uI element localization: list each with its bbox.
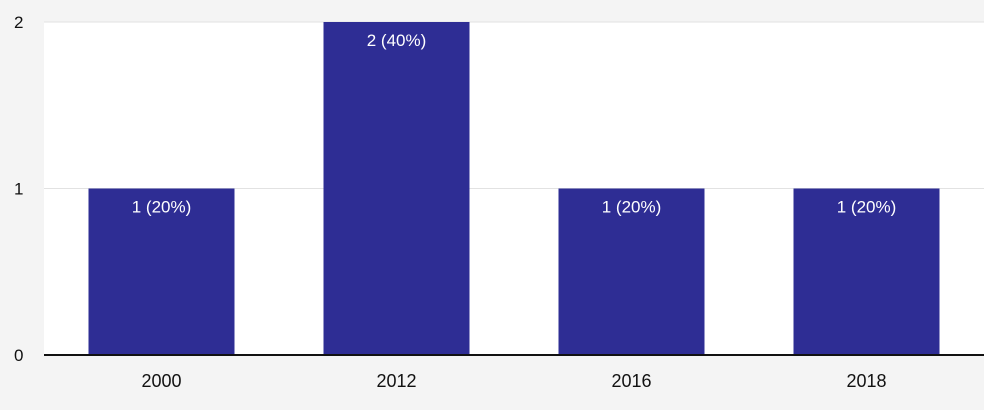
x-tick-label-2000: 2000 [141,371,181,391]
bar-2016 [558,188,705,355]
data-label-2000: 1 (20%) [132,198,192,217]
data-label-2012: 2 (40%) [367,31,427,50]
bar-2000 [88,188,235,355]
bars: 1 (20%) 2 (40%) 1 (20%) 1 (20%) [88,22,940,355]
y-axis-ticks: 0 1 2 [14,13,23,365]
x-tick-label-2012: 2012 [376,371,416,391]
bar-2018 [793,188,940,355]
x-tick-label-2016: 2016 [611,371,651,391]
x-tick-label-2018: 2018 [846,371,886,391]
y-tick-label: 0 [14,346,23,365]
x-axis-labels: 2000 2012 2016 2018 [141,371,886,391]
data-label-2016: 1 (20%) [602,198,662,217]
bar-2012 [323,22,470,355]
data-label-2018: 1 (20%) [837,198,897,217]
y-tick-label: 1 [14,180,23,199]
y-tick-label: 2 [14,13,23,32]
